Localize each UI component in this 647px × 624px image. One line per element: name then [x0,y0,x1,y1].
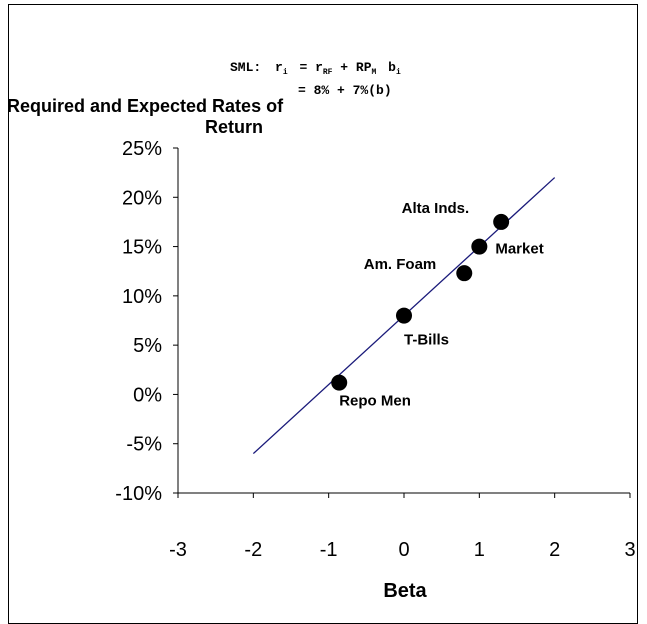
y-tick-label: -5% [126,434,162,456]
x-tick-label: 1 [474,539,485,561]
x-axis-label: Beta [383,580,427,602]
data-point [456,265,473,282]
y-tick-label: 5% [133,335,162,357]
rp-subscript-m: M [372,68,377,77]
plot-area: -10% -5% 0% 5% 10% 15% 20% 25% -3 -2 -1 0 1 2 3 Repo Me… [115,138,635,561]
data-point [493,213,510,230]
r-subscript-i: i [283,68,288,77]
x-tick-label: 2 [549,539,560,561]
point-label: Market [495,241,543,258]
y-tick-label: 15% [122,237,162,259]
x-tick-label: 3 [624,539,635,561]
y-tick-label: 25% [122,138,162,160]
point-label: T-Bills [404,332,449,349]
data-point [471,238,488,255]
x-tick-label: -3 [169,539,187,561]
y-tick-label: -10% [115,483,162,505]
data-point [331,374,348,391]
data-point [396,307,412,324]
point-label: Repo Men [339,393,411,410]
sml-equation: SML: ri = rRF + RPM bi [230,60,401,78]
x-tick-label: -2 [244,539,262,561]
point-label: Alta Inds. [402,200,470,217]
y-tick-label: 20% [122,187,162,209]
y-tick-label: 10% [122,286,162,308]
chart-title-line-2: Return [205,117,263,137]
sml-chart: SML: ri = rRF + RPM bi = 8% + 7%(b) Requ… [7,60,636,602]
b-subscript-i: i [396,68,401,77]
chart-title-line-1: Required and Expected Rates of [7,96,284,116]
x-tick-label: 0 [398,539,409,561]
y-tick-label: 0% [133,384,162,406]
point-label: Am. Foam [364,256,437,273]
r-subscript-rf: RF [323,68,333,77]
sml-prefix: SML: [230,60,261,75]
x-tick-label: -1 [320,539,338,561]
sml-numeric: = 8% + 7%(b) [298,83,392,98]
